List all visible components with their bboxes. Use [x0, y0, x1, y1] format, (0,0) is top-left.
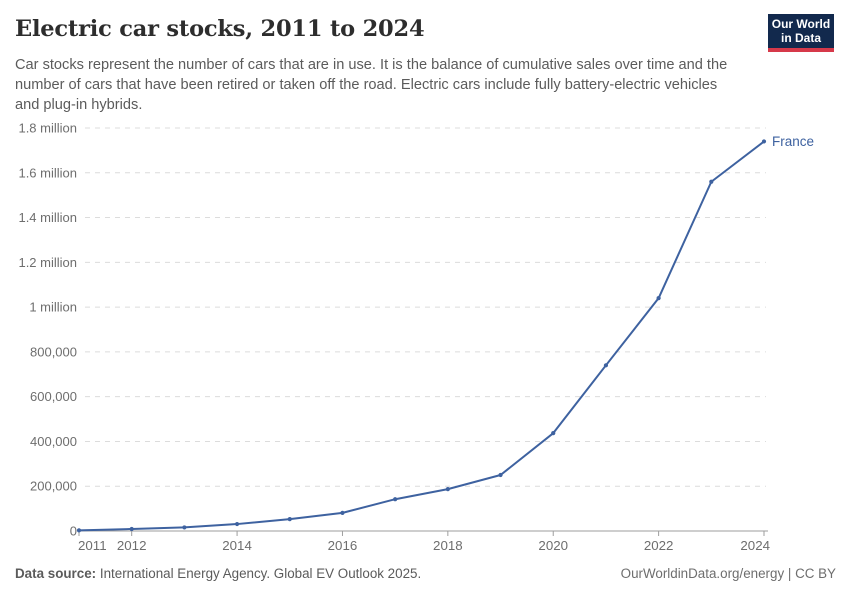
- data-point-2021: [603, 363, 609, 368]
- data-point-2023: [709, 179, 714, 184]
- data-source-text: International Energy Agency. Global EV O…: [99, 566, 422, 581]
- footer-credit: OurWorldinData.org/energy | CC BY: [620, 566, 836, 581]
- page-title: Electric car stocks, 2011 to 2024: [15, 16, 425, 42]
- y-tick-label: 1.2 million: [18, 255, 77, 270]
- data-point-2018: [445, 487, 450, 492]
- x-tick-label: 2022: [644, 538, 674, 553]
- chart-subtitle: Car stocks represent the number of cars …: [15, 55, 727, 115]
- y-tick-label: 0: [70, 524, 77, 539]
- y-tick-label: 800,000: [30, 344, 77, 359]
- data-point-2020: [551, 431, 556, 436]
- x-tick-label: 2024: [740, 538, 770, 553]
- y-tick-label: 1.4 million: [18, 210, 77, 225]
- data-source: Data source: International Energy Agency…: [15, 566, 421, 581]
- owid-logo: Our World in Data: [768, 14, 834, 52]
- y-tick-label: 1.6 million: [18, 165, 77, 180]
- series-label-france: France: [772, 134, 814, 149]
- france-line: [78, 140, 765, 532]
- subtitle-line: and plug-in hybrids.: [15, 97, 143, 114]
- y-tick-label: 1 million: [29, 300, 77, 315]
- x-tick-label: 2016: [328, 538, 358, 553]
- data-point-2013: [182, 525, 187, 530]
- data-point-2014: [234, 521, 240, 527]
- y-tick-label: 1.8 million: [18, 121, 77, 136]
- y-tick-label: 400,000: [30, 434, 77, 449]
- data-point-2022: [656, 296, 661, 301]
- x-tick-label: 2012: [117, 538, 147, 553]
- data-point-2016: [340, 510, 345, 515]
- x-tick-label: 2011: [78, 538, 107, 553]
- data-point-2011: [76, 528, 82, 533]
- line-chart: 0 200,000 400,000 600,000 800,000 1 million 1.…: [18, 121, 814, 554]
- x-tick-label: 2014: [222, 538, 252, 553]
- data-point-2017: [393, 497, 398, 502]
- data-point-2019: [498, 472, 503, 478]
- data-point-2015: [287, 517, 292, 522]
- y-tick-label: 200,000: [30, 479, 77, 494]
- x-tick-label: 2018: [433, 538, 463, 553]
- x-tick-label: 2020: [538, 538, 568, 553]
- data-point-2012: [129, 526, 134, 532]
- data-point-2024: [761, 139, 767, 144]
- y-tick-label: 600,000: [30, 389, 77, 404]
- logo-line2: in Data: [780, 31, 821, 45]
- data-source-label: Data source:: [15, 566, 97, 581]
- subtitle-line: number of cars that have been retired or…: [15, 77, 718, 94]
- subtitle-line: Car stocks represent the number of cars …: [15, 57, 728, 73]
- logo-line1: Our World: [771, 16, 831, 31]
